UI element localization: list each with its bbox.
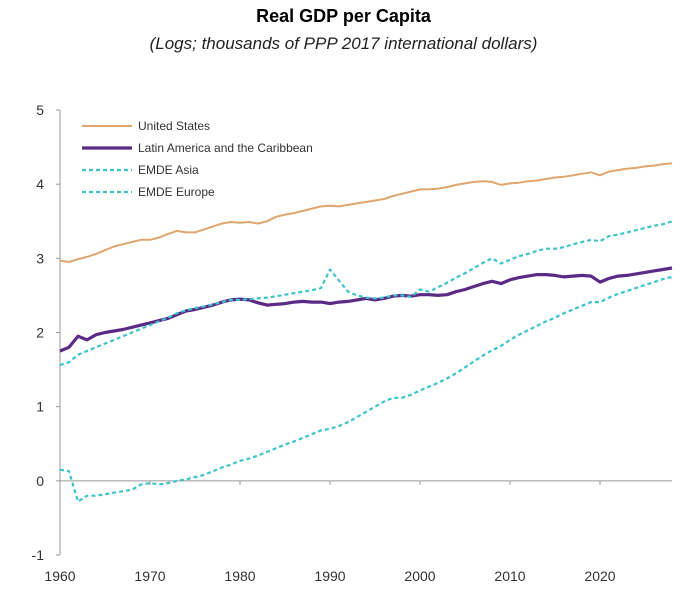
legend-label: Latin America and the Caribbean — [138, 141, 313, 155]
series-line-emde-europe — [59, 220, 673, 367]
chart-subtitle: (Logs; thousands of PPP 2017 internation… — [149, 34, 538, 53]
series-line-united-states — [59, 162, 673, 263]
legend-label: EMDE Europe — [138, 185, 215, 199]
y-tick-label: 0 — [36, 473, 44, 489]
y-tick-label: 4 — [36, 176, 44, 192]
x-tick-label: 2000 — [404, 568, 435, 584]
series-layer — [59, 162, 673, 503]
x-tick-label: 2020 — [584, 568, 615, 584]
x-tick-label: 1980 — [224, 568, 255, 584]
y-tick-label: -1 — [32, 547, 45, 563]
y-tick-label: 2 — [36, 325, 44, 341]
series-line-emde-asia — [59, 275, 673, 503]
y-tick-label: 3 — [36, 250, 44, 266]
axes: -1 0 1 2 3 4 5 1960 1970 1980 1990 2000 2010 2020 — [32, 102, 672, 584]
y-tick-label: 5 — [36, 102, 44, 118]
x-tick-label: 1990 — [314, 568, 345, 584]
x-tick-label: 1970 — [134, 568, 165, 584]
legend-label: EMDE Asia — [138, 163, 199, 177]
chart-title: Real GDP per Capita — [256, 6, 431, 26]
legend-label: United States — [138, 119, 210, 133]
x-tick-label: 1960 — [44, 568, 75, 584]
y-tick-label: 1 — [36, 399, 44, 415]
x-tick-label: 2010 — [494, 568, 525, 584]
legend: United States Latin America and the Carib… — [82, 119, 313, 199]
series-line-latin-america-and-the-caribbean — [59, 266, 673, 353]
